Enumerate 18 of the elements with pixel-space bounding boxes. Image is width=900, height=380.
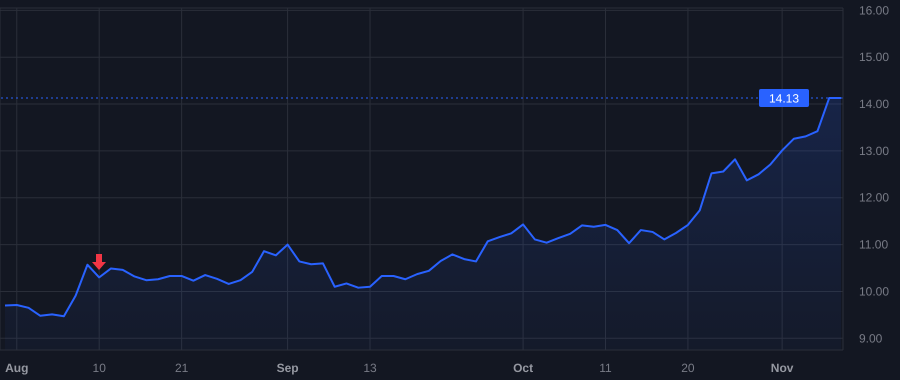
ref-line-label: 14.13 xyxy=(768,91,800,106)
y-tick-label: 14.00 xyxy=(859,97,890,112)
y-tick-label: 15.00 xyxy=(859,50,890,64)
x-tick-label: 13 xyxy=(363,361,378,375)
x-tick-label: 21 xyxy=(174,361,189,375)
y-tick-label: 10.00 xyxy=(859,284,890,298)
x-tick-label: 10 xyxy=(92,361,106,375)
x-tick-label: 20 xyxy=(681,361,695,375)
x-tick-label: 11 xyxy=(599,361,612,375)
y-tick-label: 13.00 xyxy=(859,144,890,158)
x-tick-label: Aug xyxy=(5,361,28,375)
x-tick-label: Oct xyxy=(513,361,534,375)
y-tick-label: 11.00 xyxy=(859,238,888,252)
y-tick-label: 16.00 xyxy=(859,3,890,18)
x-tick-label: Nov xyxy=(770,361,794,375)
x-tick-label: Sep xyxy=(276,361,299,375)
y-tick-label: 12.00 xyxy=(859,190,890,205)
y-tick-label: 9.00 xyxy=(859,331,883,346)
